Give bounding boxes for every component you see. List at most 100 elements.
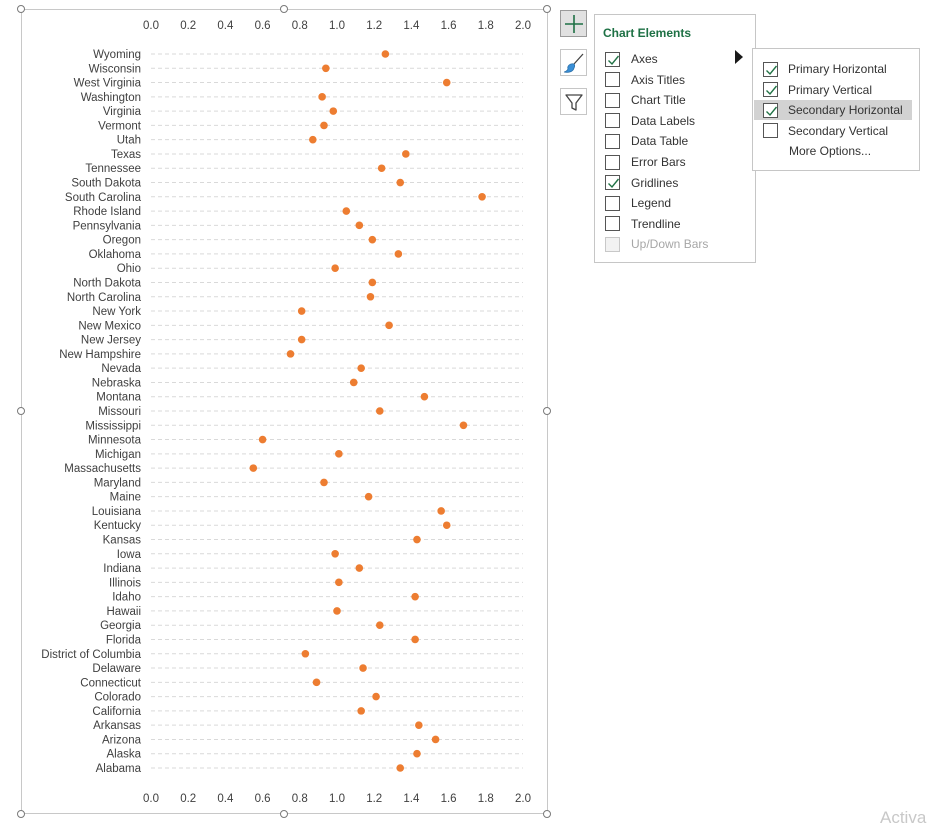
- more-options-link[interactable]: More Options...: [789, 144, 872, 159]
- data-point[interactable]: [329, 107, 338, 115]
- checkbox[interactable]: [763, 82, 778, 98]
- data-point[interactable]: [286, 350, 295, 358]
- x-tick-label-top: 1.8: [478, 20, 494, 32]
- data-point[interactable]: [368, 235, 377, 244]
- data-point[interactable]: [375, 621, 384, 629]
- data-point[interactable]: [381, 50, 390, 58]
- checkbox[interactable]: [605, 51, 620, 67]
- data-point[interactable]: [411, 592, 419, 601]
- data-point[interactable]: [437, 507, 445, 515]
- data-point[interactable]: [301, 649, 310, 658]
- data-point[interactable]: [402, 150, 410, 158]
- chart-element-axis-titles[interactable]: Axis Titles: [605, 71, 685, 89]
- data-point[interactable]: [413, 749, 421, 758]
- category-label: Wyoming: [93, 49, 141, 61]
- data-point[interactable]: [349, 378, 358, 387]
- data-point[interactable]: [297, 307, 306, 315]
- data-point[interactable]: [312, 678, 321, 687]
- data-point[interactable]: [333, 607, 341, 615]
- axes-option-label: Primary Vertical: [788, 82, 873, 97]
- axes-option-primary-horizontal[interactable]: Primary Horizontal: [754, 59, 912, 79]
- checkbox[interactable]: [605, 113, 620, 129]
- checkbox[interactable]: [605, 195, 620, 211]
- chart-element-chart-title[interactable]: Chart Title: [605, 91, 686, 109]
- data-point[interactable]: [396, 764, 405, 772]
- data-point[interactable]: [331, 264, 339, 273]
- axes-option-secondary-vertical[interactable]: Secondary Vertical: [754, 121, 912, 141]
- data-point[interactable]: [335, 578, 343, 587]
- checkbox[interactable]: [605, 133, 620, 149]
- chart-element-legend[interactable]: Legend: [605, 194, 671, 212]
- data-point[interactable]: [431, 735, 440, 744]
- data-point[interactable]: [355, 564, 364, 572]
- chart-element-error-bars[interactable]: Error Bars: [605, 153, 686, 171]
- data-point[interactable]: [320, 478, 328, 487]
- data-point[interactable]: [322, 64, 330, 73]
- checkbox[interactable]: [763, 123, 778, 139]
- data-point[interactable]: [366, 292, 375, 301]
- resize-handle-middle-right[interactable]: [543, 407, 551, 415]
- data-point[interactable]: [320, 121, 328, 130]
- data-point[interactable]: [364, 492, 373, 501]
- category-label: Vermont: [98, 120, 142, 132]
- data-point[interactable]: [357, 364, 365, 372]
- data-point[interactable]: [478, 193, 486, 201]
- data-point[interactable]: [420, 392, 429, 401]
- data-point[interactable]: [318, 93, 326, 101]
- chart-elements-button[interactable]: [560, 10, 587, 37]
- data-point[interactable]: [415, 721, 423, 729]
- data-point[interactable]: [359, 664, 367, 672]
- resize-handle-bottom-left[interactable]: [17, 810, 25, 818]
- checkbox[interactable]: [763, 61, 778, 77]
- data-point[interactable]: [355, 221, 364, 230]
- data-point[interactable]: [342, 207, 351, 215]
- chart-element-trendline[interactable]: Trendline: [605, 215, 681, 233]
- x-tick-label-top: 1.2: [366, 20, 382, 32]
- checkbox[interactable]: [605, 154, 620, 170]
- resize-handle-bottom-right[interactable]: [543, 810, 551, 818]
- data-point[interactable]: [331, 550, 339, 558]
- x-tick-label-top: 2.0: [515, 20, 531, 32]
- chart-styles-button[interactable]: [560, 49, 587, 76]
- data-point[interactable]: [459, 421, 468, 430]
- data-point[interactable]: [442, 521, 451, 530]
- data-point[interactable]: [368, 278, 377, 287]
- data-point[interactable]: [385, 321, 393, 330]
- chart-element-data-table[interactable]: Data Table: [605, 132, 688, 150]
- resize-handle-top-middle[interactable]: [280, 5, 288, 13]
- checkbox[interactable]: [605, 92, 620, 108]
- chart-element-gridlines[interactable]: Gridlines: [605, 174, 678, 192]
- data-point[interactable]: [249, 464, 258, 472]
- data-point[interactable]: [258, 435, 267, 444]
- checkbox[interactable]: [605, 72, 620, 88]
- resize-handle-middle-left[interactable]: [17, 407, 25, 415]
- checkbox[interactable]: [605, 175, 620, 191]
- axes-option-label: Secondary Vertical: [788, 123, 889, 138]
- resize-handle-bottom-middle[interactable]: [280, 810, 288, 818]
- data-point[interactable]: [394, 250, 403, 258]
- data-point[interactable]: [309, 135, 317, 144]
- submenu-arrow-icon[interactable]: [734, 50, 744, 64]
- resize-handle-top-right[interactable]: [543, 5, 551, 13]
- category-label: Georgia: [100, 620, 142, 632]
- axes-option-primary-vertical[interactable]: Primary Vertical: [754, 80, 912, 100]
- data-point[interactable]: [375, 407, 384, 415]
- data-point[interactable]: [335, 450, 343, 458]
- data-point[interactable]: [442, 78, 451, 87]
- chart-filters-button[interactable]: [560, 88, 587, 115]
- chart-element-data-labels[interactable]: Data Labels: [605, 112, 695, 130]
- data-point[interactable]: [357, 707, 365, 715]
- chart-element-axes[interactable]: Axes: [605, 50, 658, 68]
- category-label: New York: [92, 306, 141, 318]
- checkbox[interactable]: [605, 216, 620, 232]
- resize-handle-top-left[interactable]: [17, 5, 25, 13]
- data-point[interactable]: [377, 164, 386, 173]
- data-point[interactable]: [413, 535, 421, 544]
- data-point[interactable]: [396, 178, 405, 187]
- checkmark-icon: [766, 65, 778, 75]
- data-point[interactable]: [372, 692, 380, 701]
- data-point[interactable]: [411, 635, 419, 644]
- axes-option-secondary-horizontal[interactable]: Secondary Horizontal: [754, 100, 912, 121]
- checkbox[interactable]: [763, 102, 778, 118]
- data-point[interactable]: [297, 335, 306, 344]
